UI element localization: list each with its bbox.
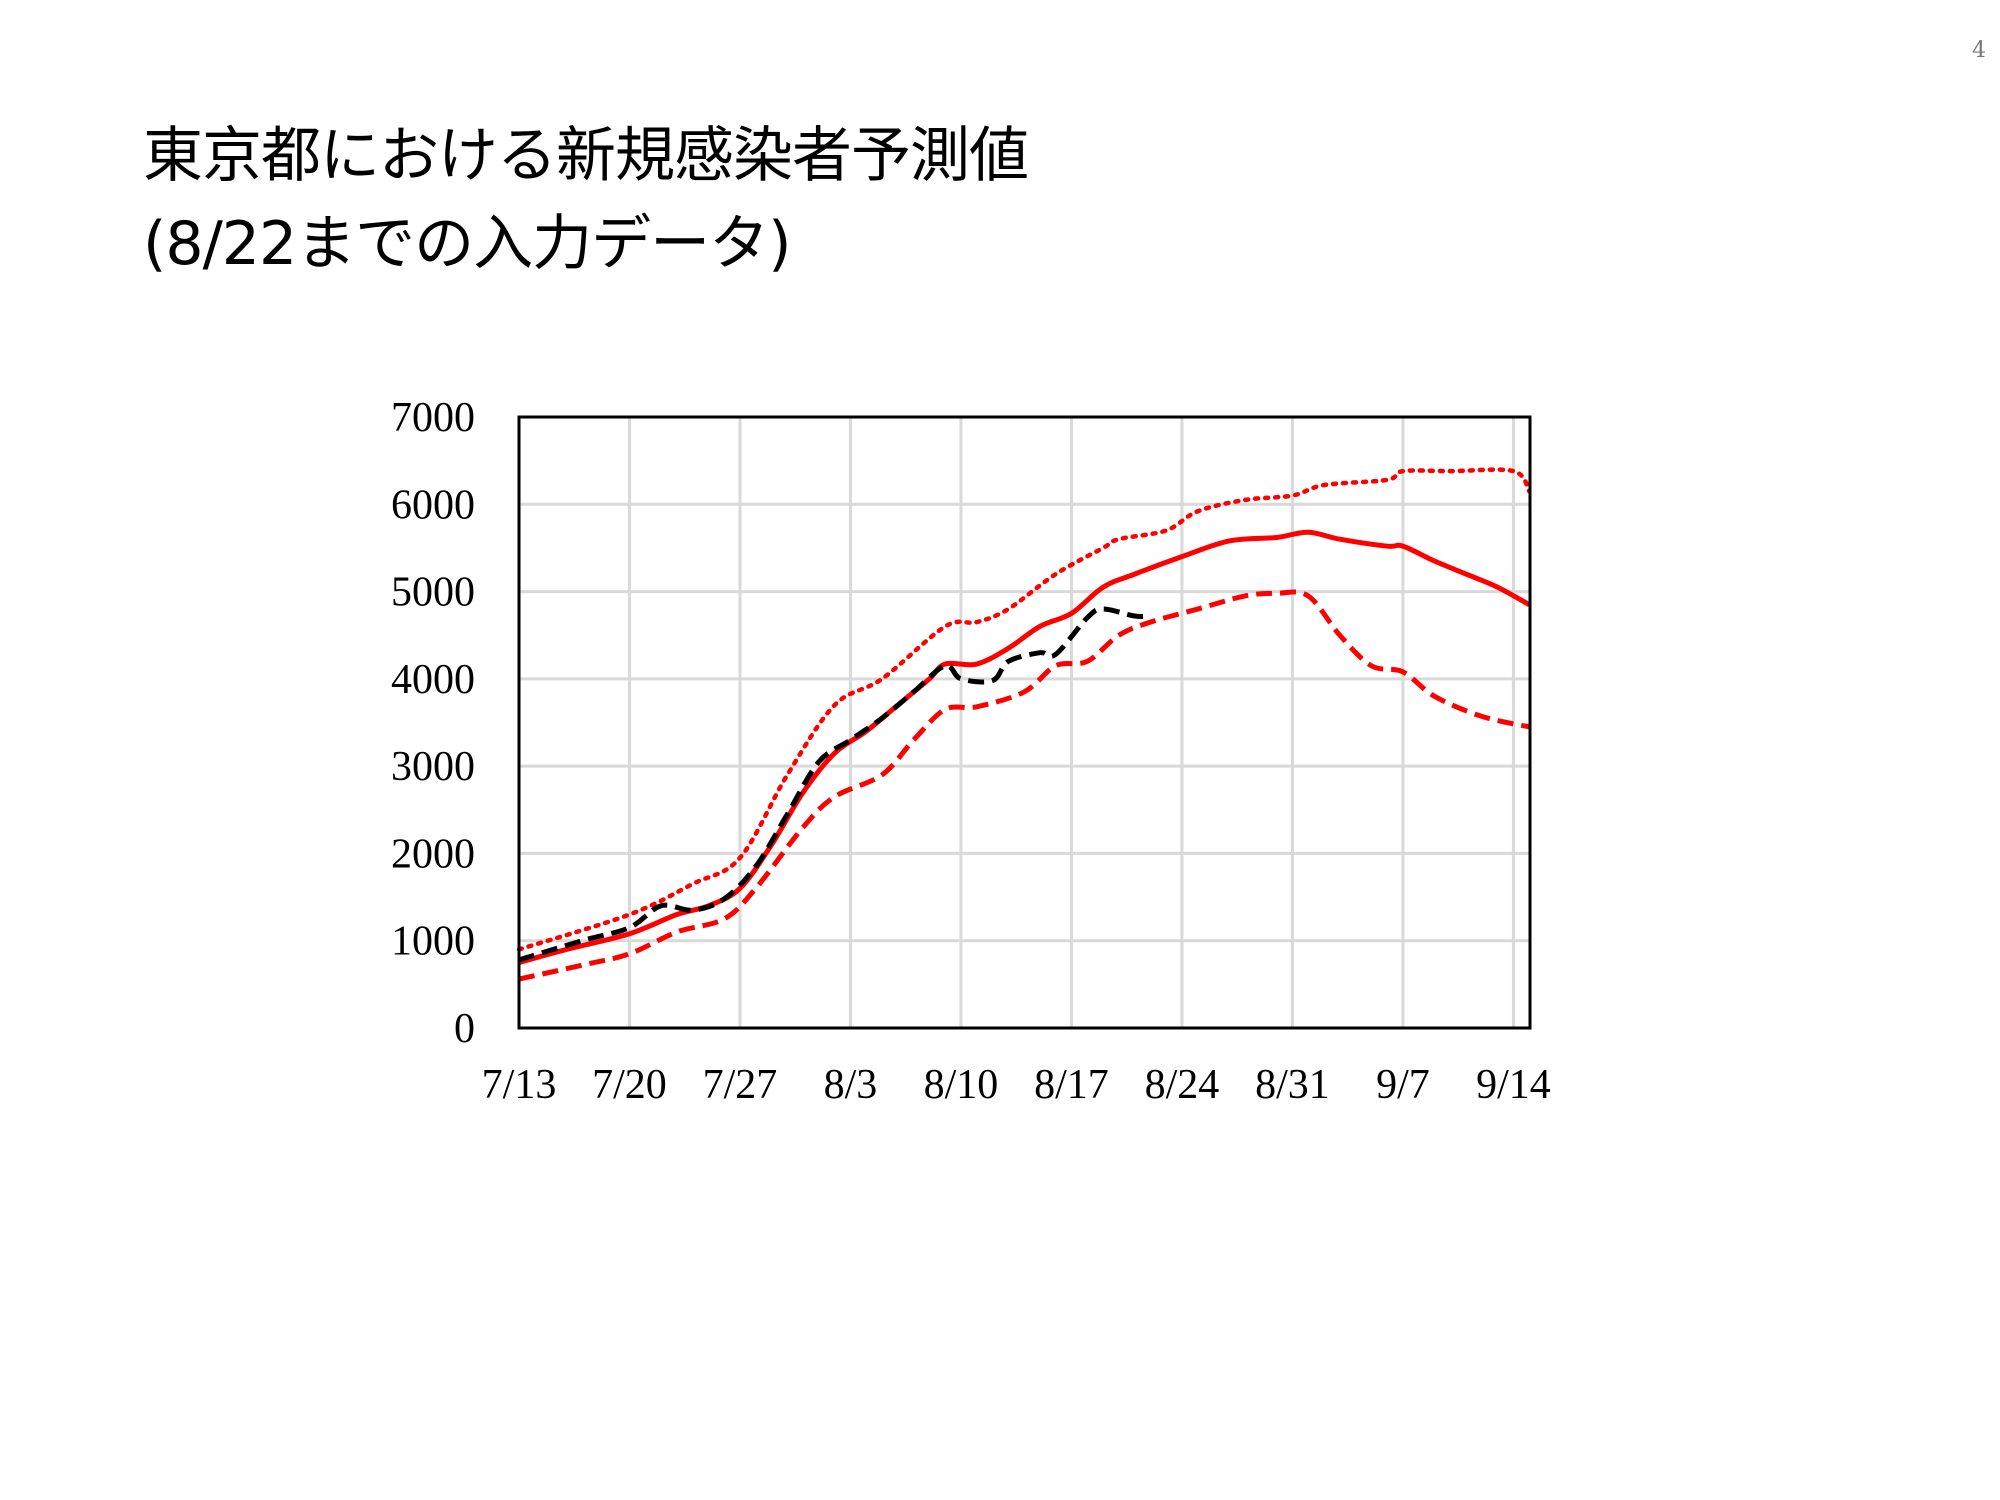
x-tick-label: 7/27: [703, 1062, 778, 1108]
y-tick-label: 6000: [391, 482, 475, 528]
x-tick-label: 7/20: [592, 1062, 667, 1108]
slide-title: 東京都における新規感染者予測値 (8/22までの入力データ): [143, 112, 1029, 288]
y-tick-label: 2000: [391, 831, 475, 877]
y-tick-label: 5000: [391, 570, 475, 616]
series-actual-line: [518, 606, 1151, 963]
x-tick-label: 7/13: [482, 1062, 557, 1108]
x-tick-label: 9/14: [1476, 1062, 1551, 1108]
y-tick-label: 1000: [391, 919, 475, 965]
x-tick-label: 9/7: [1376, 1062, 1430, 1108]
series-lower-line: [518, 589, 1530, 982]
y-tick-label: 7000: [391, 395, 475, 441]
x-axis-ticks: 7/13 7/20 7/27 8/3 8/10 8/17 8/24 8/31 9/7 9/14: [482, 1062, 1551, 1108]
x-tick-label: 8/31: [1255, 1062, 1330, 1108]
x-tick-label: 8/24: [1145, 1062, 1220, 1108]
plot-frame: [517, 415, 1532, 1030]
y-tick-label: 3000: [391, 744, 475, 790]
y-axis-ticks: 0 1000 2000 3000 4000 5000 6000 7000: [391, 395, 475, 1052]
series-upper-line: [516, 467, 1532, 952]
y-tick-label: 4000: [391, 657, 475, 703]
y-tick-label: 0: [454, 1006, 475, 1052]
page-number: 4: [1972, 38, 1986, 63]
series-lines: [516, 467, 1532, 982]
x-tick-label: 8/17: [1034, 1062, 1109, 1108]
x-tick-label: 8/3: [824, 1062, 878, 1108]
title-line-1: 東京都における新規感染者予測値: [143, 121, 1029, 191]
title-line-2: (8/22までの入力データ): [143, 209, 792, 279]
x-tick-label: 8/10: [924, 1062, 999, 1108]
